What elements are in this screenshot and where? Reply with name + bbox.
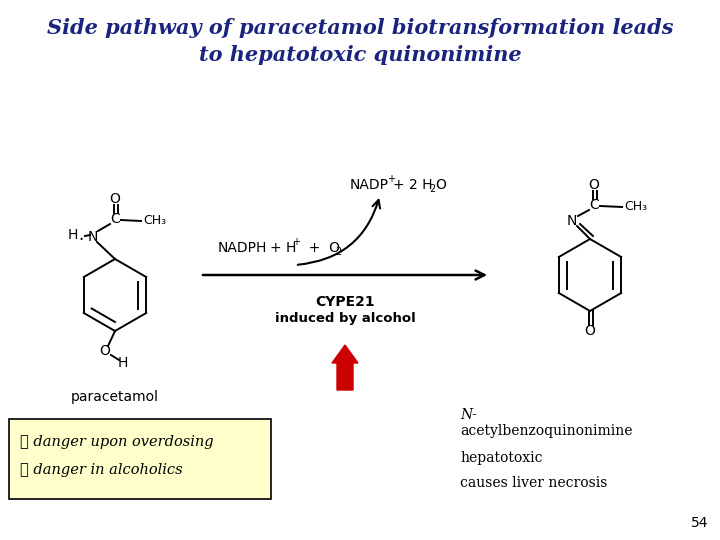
- Text: 2: 2: [429, 184, 436, 194]
- Text: acetylbenzoquinonimine: acetylbenzoquinonimine: [460, 424, 632, 438]
- Text: CH₃: CH₃: [624, 200, 647, 213]
- Text: O: O: [109, 192, 120, 206]
- Text: H: H: [68, 228, 78, 242]
- Text: H: H: [118, 356, 128, 370]
- Text: O: O: [435, 178, 446, 192]
- Text: CH₃: CH₃: [143, 214, 166, 227]
- FancyArrow shape: [332, 345, 358, 390]
- Text: +: +: [292, 237, 300, 247]
- Text: to hepatotoxic quinonimine: to hepatotoxic quinonimine: [199, 45, 521, 65]
- Text: ☠ danger upon overdosing: ☠ danger upon overdosing: [20, 435, 214, 449]
- Text: 2: 2: [335, 247, 341, 257]
- Text: NADP: NADP: [350, 178, 389, 192]
- Text: +  O: + O: [300, 241, 340, 255]
- Text: N-: N-: [460, 408, 477, 422]
- Text: + H: + H: [270, 241, 297, 255]
- Text: 54: 54: [690, 516, 708, 530]
- Text: induced by alcohol: induced by alcohol: [274, 312, 415, 325]
- FancyArrowPatch shape: [298, 200, 380, 265]
- Text: C: C: [589, 198, 599, 212]
- Text: .: .: [78, 226, 84, 244]
- Text: ☠ danger in alcoholics: ☠ danger in alcoholics: [20, 463, 183, 477]
- Text: N: N: [567, 214, 577, 228]
- Text: O: O: [588, 178, 600, 192]
- Text: NADPH: NADPH: [218, 241, 267, 255]
- Text: O: O: [99, 344, 110, 358]
- Text: + 2 H: + 2 H: [393, 178, 433, 192]
- Text: hepatotoxic: hepatotoxic: [460, 451, 542, 465]
- Text: O: O: [585, 324, 595, 338]
- Text: C: C: [110, 212, 120, 226]
- Text: causes liver necrosis: causes liver necrosis: [460, 476, 608, 490]
- Text: Side pathway of paracetamol biotransformation leads: Side pathway of paracetamol biotransform…: [47, 18, 673, 38]
- FancyBboxPatch shape: [9, 419, 271, 499]
- Text: paracetamol: paracetamol: [71, 390, 159, 404]
- Text: N: N: [88, 230, 98, 244]
- Text: CYPE21: CYPE21: [315, 295, 375, 309]
- Text: +: +: [387, 174, 395, 184]
